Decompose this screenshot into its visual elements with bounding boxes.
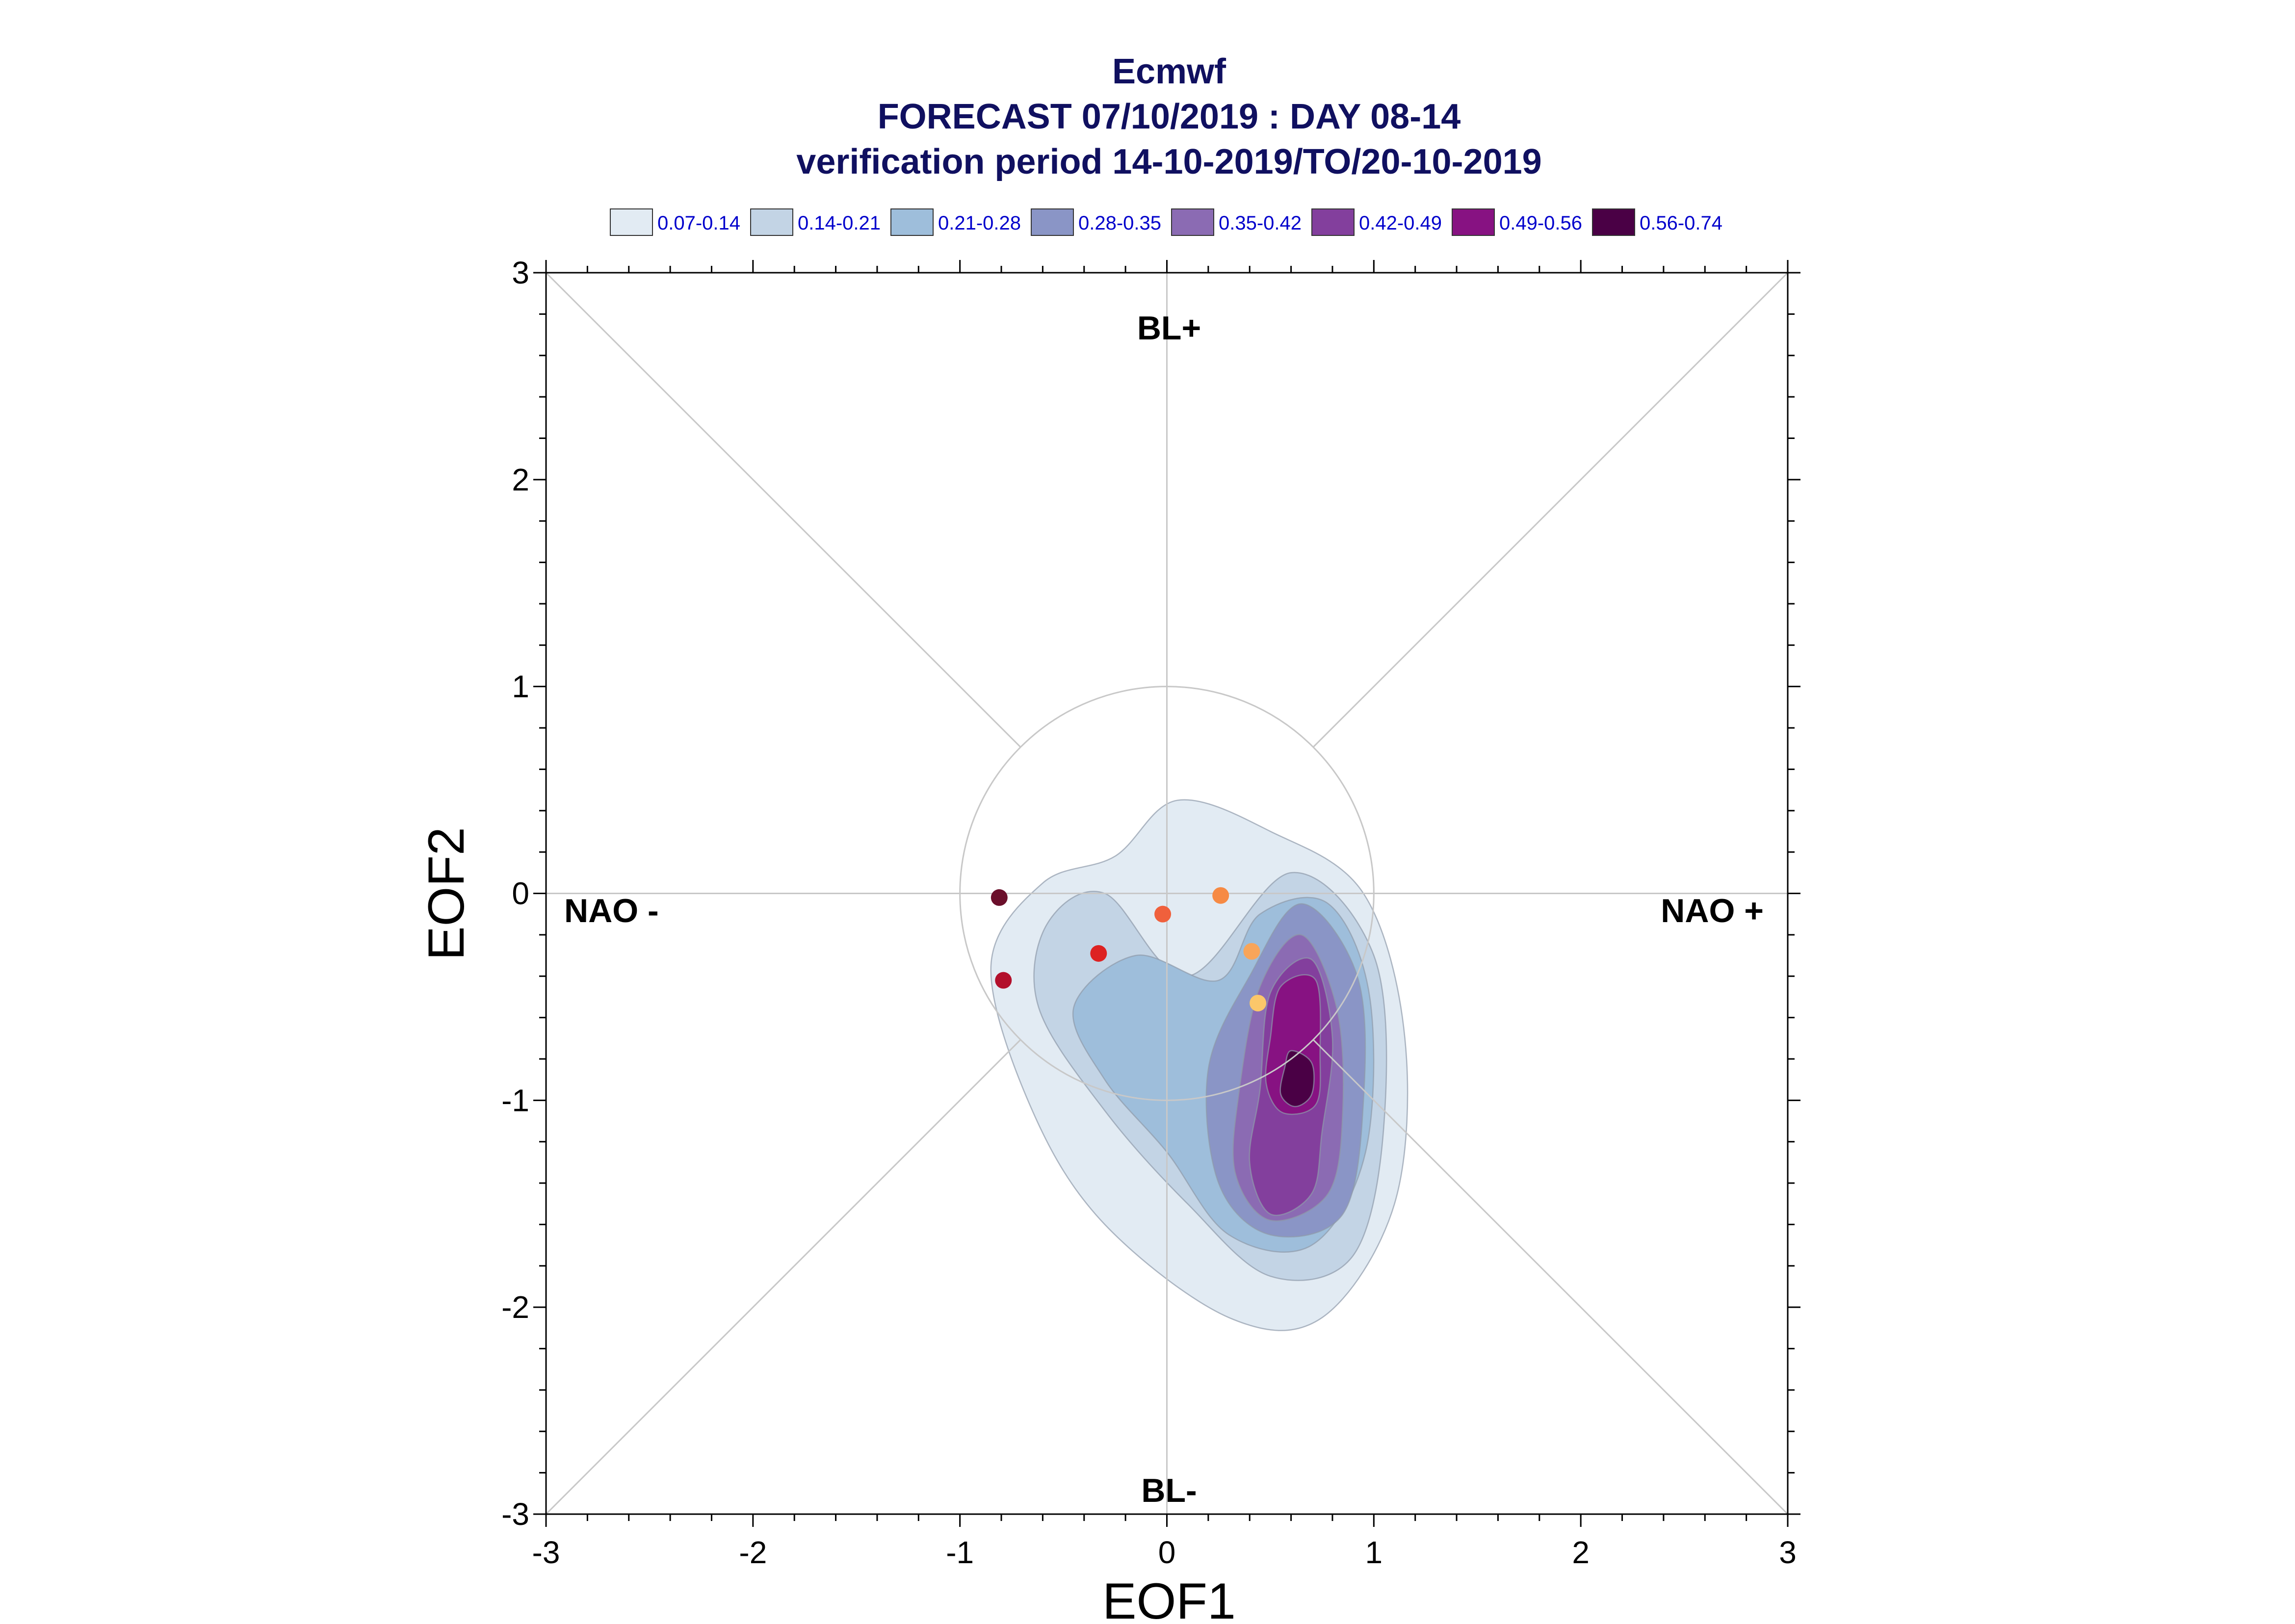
- regime-label-bl-minus: BL-: [1141, 1472, 1197, 1509]
- legend-item: 0.14-0.21: [750, 208, 881, 236]
- state-points: [991, 887, 1267, 1012]
- state-point-6: [1243, 943, 1260, 960]
- y-tick-label: 3: [512, 255, 529, 290]
- legend-label: 0.56-0.74: [1640, 212, 1722, 234]
- legend-swatch: [890, 208, 934, 236]
- x-tick-label: 3: [1779, 1535, 1797, 1570]
- legend-item: 0.56-0.74: [1592, 208, 1722, 236]
- legend-label: 0.42-0.49: [1359, 212, 1442, 234]
- diagonal-line-2: [1312, 272, 1789, 748]
- legend-swatch: [1592, 208, 1635, 236]
- y-tick-label: -3: [501, 1496, 529, 1532]
- chart-title: Ecmwf: [1112, 52, 1226, 91]
- y-tick-label: -1: [501, 1083, 529, 1118]
- density-legend: 0.07-0.14 0.14-0.21 0.21-0.28 0.28-0.35 0.35…: [610, 208, 1722, 236]
- axis-ticks: -3 -2 -1 0 1 2 3 -3 -2 -1 0 1 2 3: [501, 255, 1800, 1570]
- regime-label-nao-minus: NAO -: [564, 892, 659, 929]
- legend-label: 0.49-0.56: [1499, 212, 1582, 234]
- legend-item: 0.21-0.28: [890, 208, 1021, 236]
- state-point-1: [991, 889, 1008, 906]
- plot-area: -3 -2 -1 0 1 2 3 -3 -2 -1 0 1 2 3: [501, 255, 1800, 1570]
- legend-item: 0.42-0.49: [1311, 208, 1442, 236]
- y-axis-label: EOF2: [418, 827, 475, 960]
- state-point-3: [1090, 945, 1107, 962]
- legend-swatch: [1452, 208, 1495, 236]
- x-tick-label: -2: [739, 1535, 767, 1570]
- legend-swatch: [1171, 208, 1214, 236]
- legend-label: 0.07-0.14: [657, 212, 740, 234]
- y-tick-label: 0: [512, 876, 529, 911]
- y-tick-label: -2: [501, 1289, 529, 1325]
- legend-swatch: [750, 208, 793, 236]
- legend-label: 0.28-0.35: [1078, 212, 1161, 234]
- legend-item: 0.35-0.42: [1171, 208, 1302, 236]
- legend-label: 0.21-0.28: [938, 212, 1021, 234]
- legend-label: 0.14-0.21: [798, 212, 881, 234]
- regime-label-bl-plus: BL+: [1137, 309, 1201, 347]
- density-contour-level-7: [1279, 1050, 1315, 1108]
- x-tick-label: 1: [1365, 1535, 1383, 1570]
- state-point-5: [1212, 887, 1229, 904]
- legend-item: 0.28-0.35: [1031, 208, 1161, 236]
- reference-lines: [545, 272, 1789, 1515]
- state-point-4: [1154, 905, 1172, 923]
- legend-swatch: [1311, 208, 1355, 236]
- x-tick-label: 2: [1572, 1535, 1590, 1570]
- state-point-7: [1250, 995, 1267, 1012]
- x-tick-label: -1: [946, 1535, 974, 1570]
- legend-swatch: [610, 208, 653, 236]
- diagonal-line-3: [545, 1039, 1021, 1515]
- legend-swatch: [1031, 208, 1074, 236]
- chart-subtitle-verification: verification period 14-10-2019/TO/20-10-…: [796, 142, 1541, 181]
- y-tick-label: 2: [512, 462, 529, 497]
- reference-circle: [959, 686, 1375, 1101]
- x-axis-label: EOF1: [1102, 1573, 1236, 1624]
- state-point-2: [995, 972, 1012, 989]
- legend-label: 0.35-0.42: [1219, 212, 1302, 234]
- legend-item: 0.49-0.56: [1452, 208, 1582, 236]
- chart-subtitle-forecast: FORECAST 07/10/2019 : DAY 08-14: [878, 97, 1461, 136]
- diagonal-line-1: [545, 272, 1021, 748]
- legend-item: 0.07-0.14: [610, 208, 740, 236]
- y-tick-label: 1: [512, 669, 529, 704]
- diagonal-line-4: [1312, 1039, 1789, 1515]
- x-tick-label: -3: [532, 1535, 560, 1570]
- regime-label-nao-plus: NAO +: [1661, 892, 1764, 929]
- x-tick-label: 0: [1158, 1535, 1176, 1570]
